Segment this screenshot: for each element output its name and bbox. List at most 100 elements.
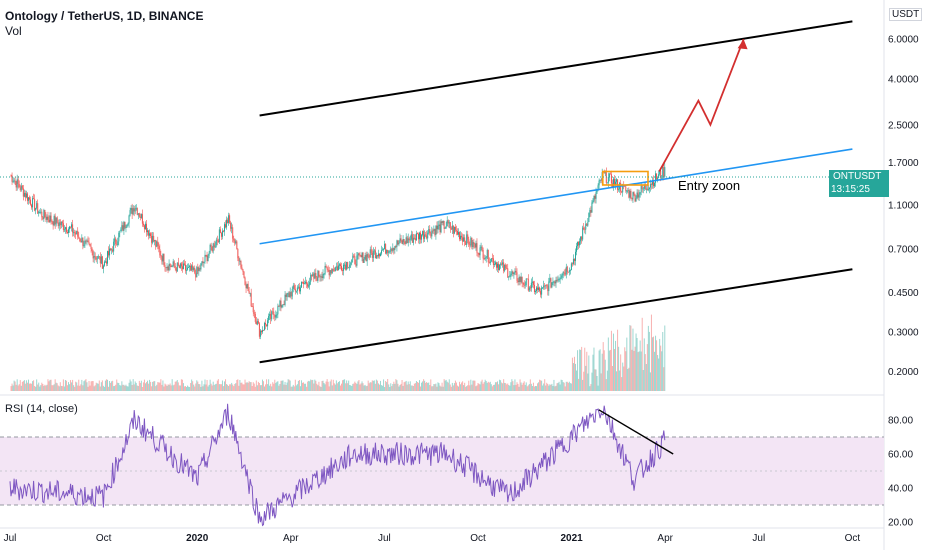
price-unit[interactable]: USDT (889, 8, 923, 21)
candle-body (559, 278, 561, 280)
candle-body (38, 212, 40, 214)
volume-bar (95, 382, 97, 391)
volume-bar (173, 384, 175, 391)
candle-body (579, 241, 581, 246)
entry-zone-box[interactable] (601, 170, 649, 186)
volume-bar (450, 386, 452, 391)
volume-bar (329, 381, 331, 391)
candle-body (296, 287, 298, 291)
volume-bar (64, 380, 66, 391)
volume-bar (586, 351, 588, 391)
candle-body (658, 174, 660, 178)
volume-bar (494, 382, 496, 391)
candle-body (523, 282, 525, 286)
candle-body (224, 224, 225, 232)
candle-body (620, 182, 622, 192)
volume-bar (46, 384, 48, 391)
candle-body (477, 252, 479, 254)
candle-body (39, 211, 41, 213)
volume-bar (312, 379, 314, 391)
rsi-divergence-line[interactable] (598, 409, 674, 455)
candle-body (329, 270, 331, 276)
volume-bar (353, 383, 355, 391)
candle-body (437, 225, 439, 230)
volume-bar (167, 384, 169, 391)
volume-bar (279, 384, 281, 391)
candle-body (292, 285, 294, 289)
candle-body (174, 266, 176, 268)
volume-bar (351, 386, 353, 391)
volume-bar (483, 382, 485, 391)
volume-bar (609, 349, 611, 391)
candle-body (460, 235, 462, 240)
candle-body (216, 239, 218, 241)
candle-body (204, 254, 206, 262)
candle-body (222, 230, 224, 232)
volume-bar (658, 358, 660, 391)
projection-arrow[interactable] (658, 38, 745, 172)
volume-bar (532, 382, 534, 391)
candle-body (647, 189, 649, 190)
candle-body (383, 249, 385, 250)
volume-bar (96, 383, 98, 391)
candle-body (548, 281, 550, 292)
volume-bar (321, 381, 323, 391)
volume-bar (592, 354, 594, 391)
volume-bar (331, 385, 333, 391)
candle-body (153, 235, 155, 242)
volume-bar (357, 381, 359, 391)
channel-upper-line[interactable] (259, 20, 853, 117)
candle-body (476, 243, 478, 253)
volume-bar (210, 383, 212, 391)
candle-body (188, 267, 190, 268)
candle-body (662, 167, 664, 178)
candle-body (161, 256, 163, 262)
volume-bar (238, 385, 240, 391)
candle-body (99, 256, 101, 264)
candle-body (265, 323, 267, 325)
volume-bar (200, 386, 202, 391)
candle-body (498, 263, 500, 270)
channel-mid-line[interactable] (259, 148, 853, 245)
volume-bar (258, 383, 260, 391)
candle-body (433, 229, 435, 231)
volume-bar (469, 385, 471, 391)
candle-body (237, 248, 239, 259)
candle-body (259, 330, 261, 337)
volume-bar (201, 380, 203, 391)
candle-body (562, 271, 564, 276)
volume-bar (14, 381, 16, 391)
volume-bar (589, 386, 591, 391)
volume-bar (231, 382, 233, 391)
volume-bar (282, 380, 284, 391)
candle-body (553, 281, 555, 283)
candle-body (242, 269, 244, 272)
candle-body (212, 243, 214, 252)
volume-bar (433, 384, 435, 391)
price-tick-label: 6.0000 (888, 35, 919, 46)
candle-body (590, 210, 592, 213)
volume-bar (88, 381, 90, 391)
volume-bar (323, 383, 325, 391)
volume-bars (10, 314, 666, 391)
volume-bar (255, 380, 257, 391)
candle-body (109, 248, 111, 256)
candle-body (441, 221, 443, 223)
volume-bar (645, 364, 647, 391)
candle-body (60, 221, 62, 226)
candle-body (368, 256, 370, 258)
volume-bar (365, 386, 367, 391)
volume-bar (441, 382, 443, 391)
volume-bar (318, 381, 320, 391)
candle-body (146, 223, 147, 233)
volume-bar (511, 379, 513, 391)
volume-bar (285, 385, 287, 391)
candle-body (595, 192, 597, 199)
candle-body (350, 262, 352, 265)
candle-body (252, 306, 254, 313)
candle-body (512, 271, 514, 275)
candle-body (228, 215, 230, 223)
volume-bar (82, 385, 84, 391)
candle-body (426, 235, 428, 239)
channel-lower-line[interactable] (259, 268, 853, 364)
